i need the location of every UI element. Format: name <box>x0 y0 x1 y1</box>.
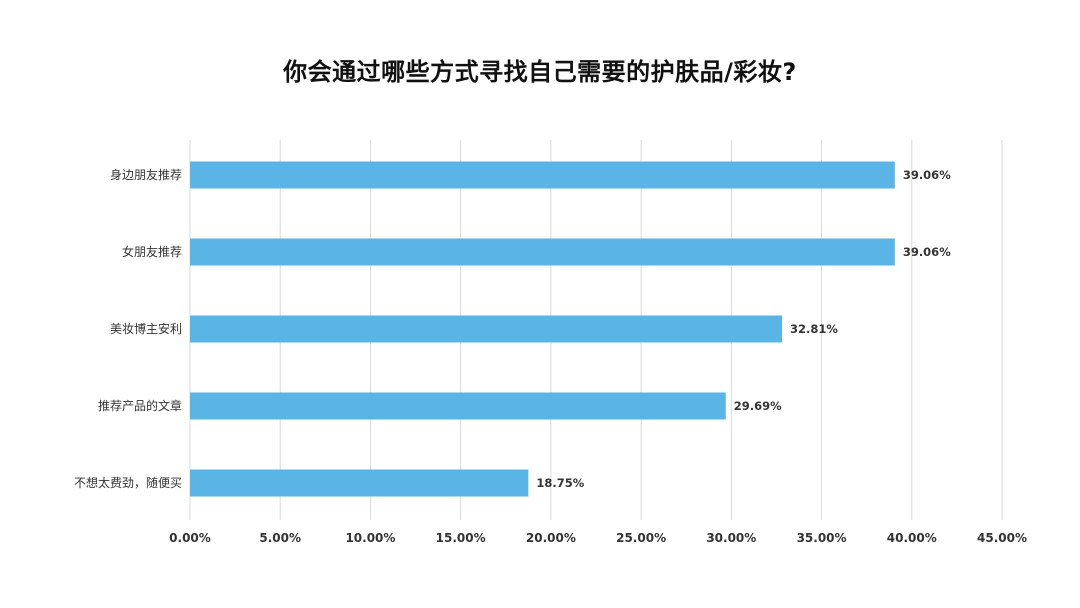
x-tick-label: 30.00% <box>706 531 756 545</box>
x-tick-label: 5.00% <box>259 531 301 545</box>
bar <box>190 469 529 497</box>
x-tick-label: 35.00% <box>797 531 847 545</box>
value-label: 29.69% <box>734 399 782 413</box>
bar <box>190 161 895 189</box>
labels: 0.00% 5.00% 10.00% 15.00% 20.00% 25.00% 30.00%… <box>74 167 1027 545</box>
x-tick-label: 40.00% <box>887 531 937 545</box>
category-label: 推荐产品的文章 <box>98 398 182 413</box>
x-tick-label: 20.00% <box>526 531 576 545</box>
x-tick-label: 25.00% <box>616 531 666 545</box>
value-label: 39.06% <box>903 168 951 182</box>
x-tick-label: 10.00% <box>345 531 395 545</box>
bar <box>190 392 726 420</box>
bar <box>190 315 783 343</box>
value-label: 18.75% <box>536 476 584 490</box>
x-tick-label: 45.00% <box>977 531 1027 545</box>
bars <box>190 161 895 497</box>
x-tick-label: 15.00% <box>436 531 486 545</box>
category-label: 身边朋友推荐 <box>110 167 182 182</box>
chart-title: 你会通过哪些方式寻找自己需要的护肤品/彩妆? <box>283 58 797 86</box>
bar <box>190 238 895 266</box>
category-label: 不想太费劲，随便买 <box>74 475 182 490</box>
category-label: 美妆博主安利 <box>110 321 182 336</box>
x-tick-label: 0.00% <box>169 531 211 545</box>
category-label: 女朋友推荐 <box>122 244 182 259</box>
value-label: 32.81% <box>790 322 838 336</box>
value-label: 39.06% <box>903 245 951 259</box>
